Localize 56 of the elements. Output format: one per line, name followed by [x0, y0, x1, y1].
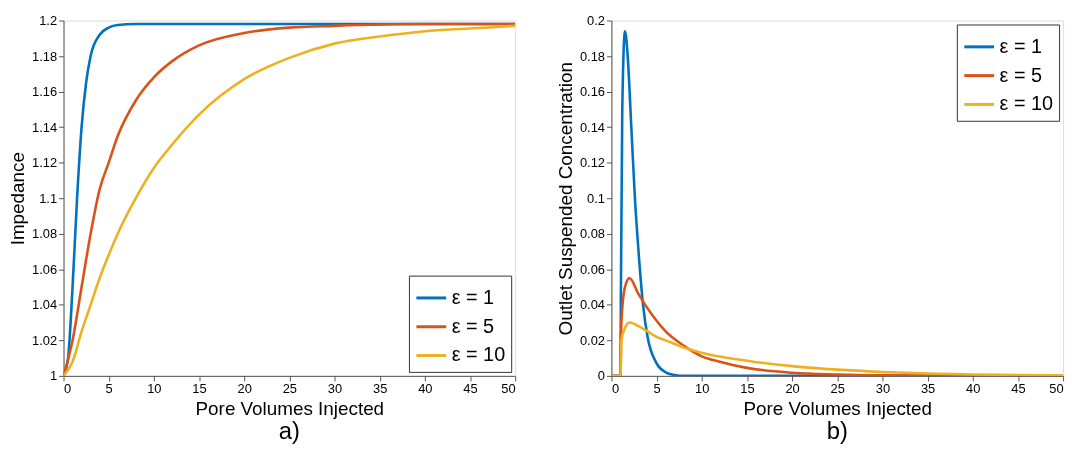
y-tick-label: 1.18	[31, 48, 58, 64]
x-tick-label: 20	[237, 381, 252, 397]
legend-label: ε = 10	[999, 92, 1054, 115]
x-tick-label: 25	[830, 381, 845, 397]
x-tick-label: 50	[501, 381, 516, 397]
x-tick-label: 15	[740, 381, 755, 397]
y-tick-label: 1.04	[31, 297, 58, 313]
y-tick-label: 1.08	[31, 226, 58, 242]
y-tick-label: 0.18	[579, 48, 605, 64]
x-tick-label: 35	[920, 381, 936, 397]
x-tick-label: 45	[463, 381, 478, 397]
y-tick-label: 0.02	[579, 332, 605, 348]
x-tick-label: 35	[372, 381, 388, 397]
y-tick-label: 1.14	[31, 119, 58, 135]
y-tick-label: 0.2	[587, 13, 605, 28]
text: a)	[278, 417, 300, 445]
x-tick-label: 5	[105, 381, 113, 397]
legend-label: ε = 1	[451, 285, 495, 308]
legend-label: ε = 10	[451, 343, 506, 366]
x-tick-label: 10	[147, 381, 162, 397]
y-tick-label: 0.04	[579, 297, 605, 313]
y-tick-label: 1	[49, 368, 58, 384]
x-axis-title: Pore Volumes Injected	[195, 398, 385, 420]
x-tick-label: 50	[1049, 381, 1064, 397]
x-tick-label: 5	[653, 381, 661, 397]
legend-label: ε = 5	[999, 63, 1043, 86]
y-axis-title: Impedance	[7, 152, 29, 246]
x-tick-label: 20	[785, 381, 800, 397]
y-tick-label: 0.14	[579, 119, 605, 135]
x-tick-label: 30	[875, 381, 891, 397]
x-tick-label: 25	[282, 381, 298, 397]
y-tick-label: 0.12	[579, 155, 605, 171]
x-tick-label: 0	[611, 381, 620, 397]
y-tick-label: 1.02	[31, 332, 58, 348]
y-axis-title: Outlet Suspended Concentration	[554, 61, 576, 336]
y-tick-label: 0	[597, 368, 605, 384]
y-tick-label: 0.16	[579, 84, 605, 100]
y-tick-label: 1.06	[31, 261, 58, 277]
text: b)	[826, 417, 848, 445]
x-tick-label: 0	[64, 381, 72, 397]
y-tick-label: 0.06	[579, 261, 605, 277]
y-tick-label: 0.08	[579, 226, 605, 242]
y-tick-label: 0.1	[587, 190, 605, 206]
y-tick-label: 1.12	[31, 155, 58, 171]
y-tick-label: 1.2	[39, 13, 58, 28]
x-axis-title: Pore Volumes Injected	[743, 398, 933, 420]
x-tick-label: 10	[695, 381, 710, 397]
x-tick-label: 45	[1011, 381, 1026, 397]
x-tick-label: 40	[418, 381, 433, 397]
y-tick-label: 1.1	[39, 190, 58, 206]
x-tick-label: 40	[966, 381, 981, 397]
x-tick-label: 15	[192, 381, 207, 397]
x-tick-label: 30	[327, 381, 343, 397]
legend-label: ε = 1	[999, 34, 1043, 57]
y-tick-label: 1.16	[31, 84, 58, 100]
legend-label: ε = 5	[451, 314, 495, 337]
